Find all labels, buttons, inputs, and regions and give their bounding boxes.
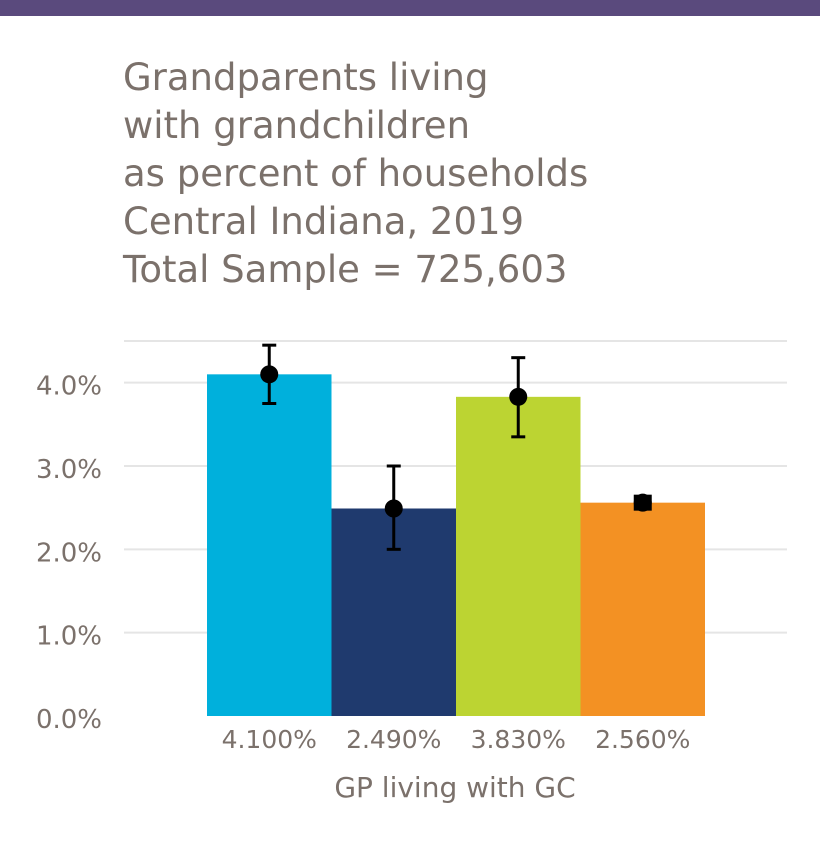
title-line-5: Total Sample = 725,603	[123, 248, 568, 291]
data-point	[509, 387, 528, 406]
bar	[207, 374, 332, 716]
chart-title: Grandparents living with grandchildren a…	[123, 54, 588, 294]
title-line-1: Grandparents living	[123, 56, 489, 99]
title-line-3: as percent of households	[123, 152, 589, 195]
title-line-4: Central Indiana, 2019	[123, 200, 525, 243]
y-tick-label: 2.0%	[36, 538, 102, 568]
x-axis-title: GP living with GC	[334, 771, 575, 804]
data-point	[633, 493, 652, 512]
top-band	[0, 0, 820, 16]
x-tick-label: 2.490%	[346, 725, 441, 754]
y-tick-label: 4.0%	[36, 372, 102, 402]
title-line-2: with grandchildren	[123, 104, 471, 147]
y-tick-label: 3.0%	[36, 455, 102, 485]
bar	[580, 502, 705, 716]
data-point	[384, 499, 403, 518]
bars	[207, 374, 705, 716]
bar	[456, 396, 581, 716]
y-tick-label: 0.0%	[36, 705, 102, 735]
data-point	[260, 365, 279, 384]
x-tick-label: 4.100%	[222, 725, 317, 754]
x-tick-label: 3.830%	[471, 725, 566, 754]
error-bars	[260, 343, 652, 551]
y-axis-labels: 0.0% 1.0% 2.0% 3.0% 4.0%	[36, 372, 102, 735]
y-tick-label: 1.0%	[36, 622, 102, 652]
x-axis-labels: 4.100% 2.490% 3.830% 2.560% GP living with G…	[222, 725, 691, 804]
x-tick-label: 2.560%	[595, 725, 690, 754]
